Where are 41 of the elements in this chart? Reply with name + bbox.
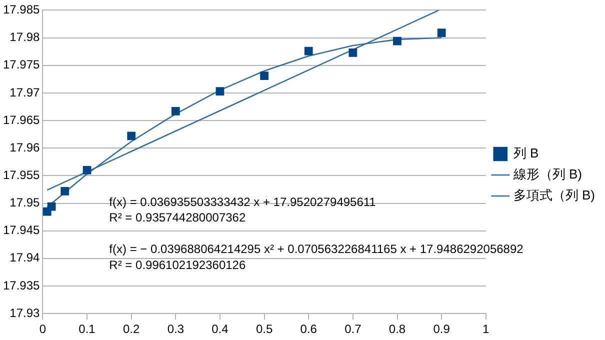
x-tick-label: 1 bbox=[482, 322, 490, 336]
y-tick-label: 17.945 bbox=[3, 223, 40, 238]
point bbox=[437, 28, 446, 38]
y-tick-label: 17.96 bbox=[10, 140, 40, 154]
x-tick-label: 0.3 bbox=[167, 322, 184, 336]
x-tick-label: 0.2 bbox=[122, 322, 140, 336]
x-tick-label: 0.4 bbox=[212, 322, 229, 336]
legend-label: 線形（列 B) bbox=[512, 166, 582, 182]
y-tick-label: 17.93 bbox=[10, 306, 40, 320]
point bbox=[348, 48, 358, 57]
y-tick-label: 17.97 bbox=[10, 85, 40, 100]
annotation: R² = 0.996102192360126 bbox=[109, 258, 246, 272]
point bbox=[393, 36, 402, 46]
x-tick-label: 0.8 bbox=[388, 322, 406, 336]
point bbox=[127, 132, 136, 140]
annotation: f(x) = − 0.039688064214295 x² + 0.070563226841165 x + 17.9486292056892 bbox=[109, 242, 524, 256]
y-tick-label: 17.975 bbox=[3, 58, 40, 72]
point bbox=[171, 106, 180, 116]
x-tick-label: 0.1 bbox=[78, 322, 96, 336]
x-tick-label: 0.5 bbox=[256, 322, 273, 336]
legend-label: 多項式（列 B) bbox=[513, 188, 596, 203]
y-tick-label: 17.98 bbox=[10, 30, 40, 44]
y-tick-label: 17.94 bbox=[10, 250, 40, 265]
annotation: R² = 0.935744280007362 bbox=[109, 210, 246, 224]
x-tick-label: 0.7 bbox=[344, 322, 362, 336]
point bbox=[82, 166, 92, 174]
x-tick-label: 0.9 bbox=[433, 322, 450, 336]
y-tick-label: 17.95 bbox=[10, 196, 40, 210]
point bbox=[304, 46, 313, 56]
y-tick-label: 17.985 bbox=[3, 2, 40, 17]
point bbox=[60, 186, 70, 196]
point bbox=[260, 72, 268, 80]
x-tick-label: 0 bbox=[39, 322, 46, 336]
y-tick-label: 17.935 bbox=[3, 278, 40, 292]
y-tick-label: 17.965 bbox=[3, 112, 40, 127]
legend-label: 列 B bbox=[513, 146, 539, 161]
point bbox=[216, 87, 224, 96]
x-tick-label: 0.6 bbox=[300, 322, 318, 336]
point bbox=[47, 202, 56, 211]
annotation: f(x) = 0.036935503333432 x + 17.9520279495611 bbox=[109, 194, 376, 209]
y-tick-label: 17.955 bbox=[3, 168, 40, 182]
